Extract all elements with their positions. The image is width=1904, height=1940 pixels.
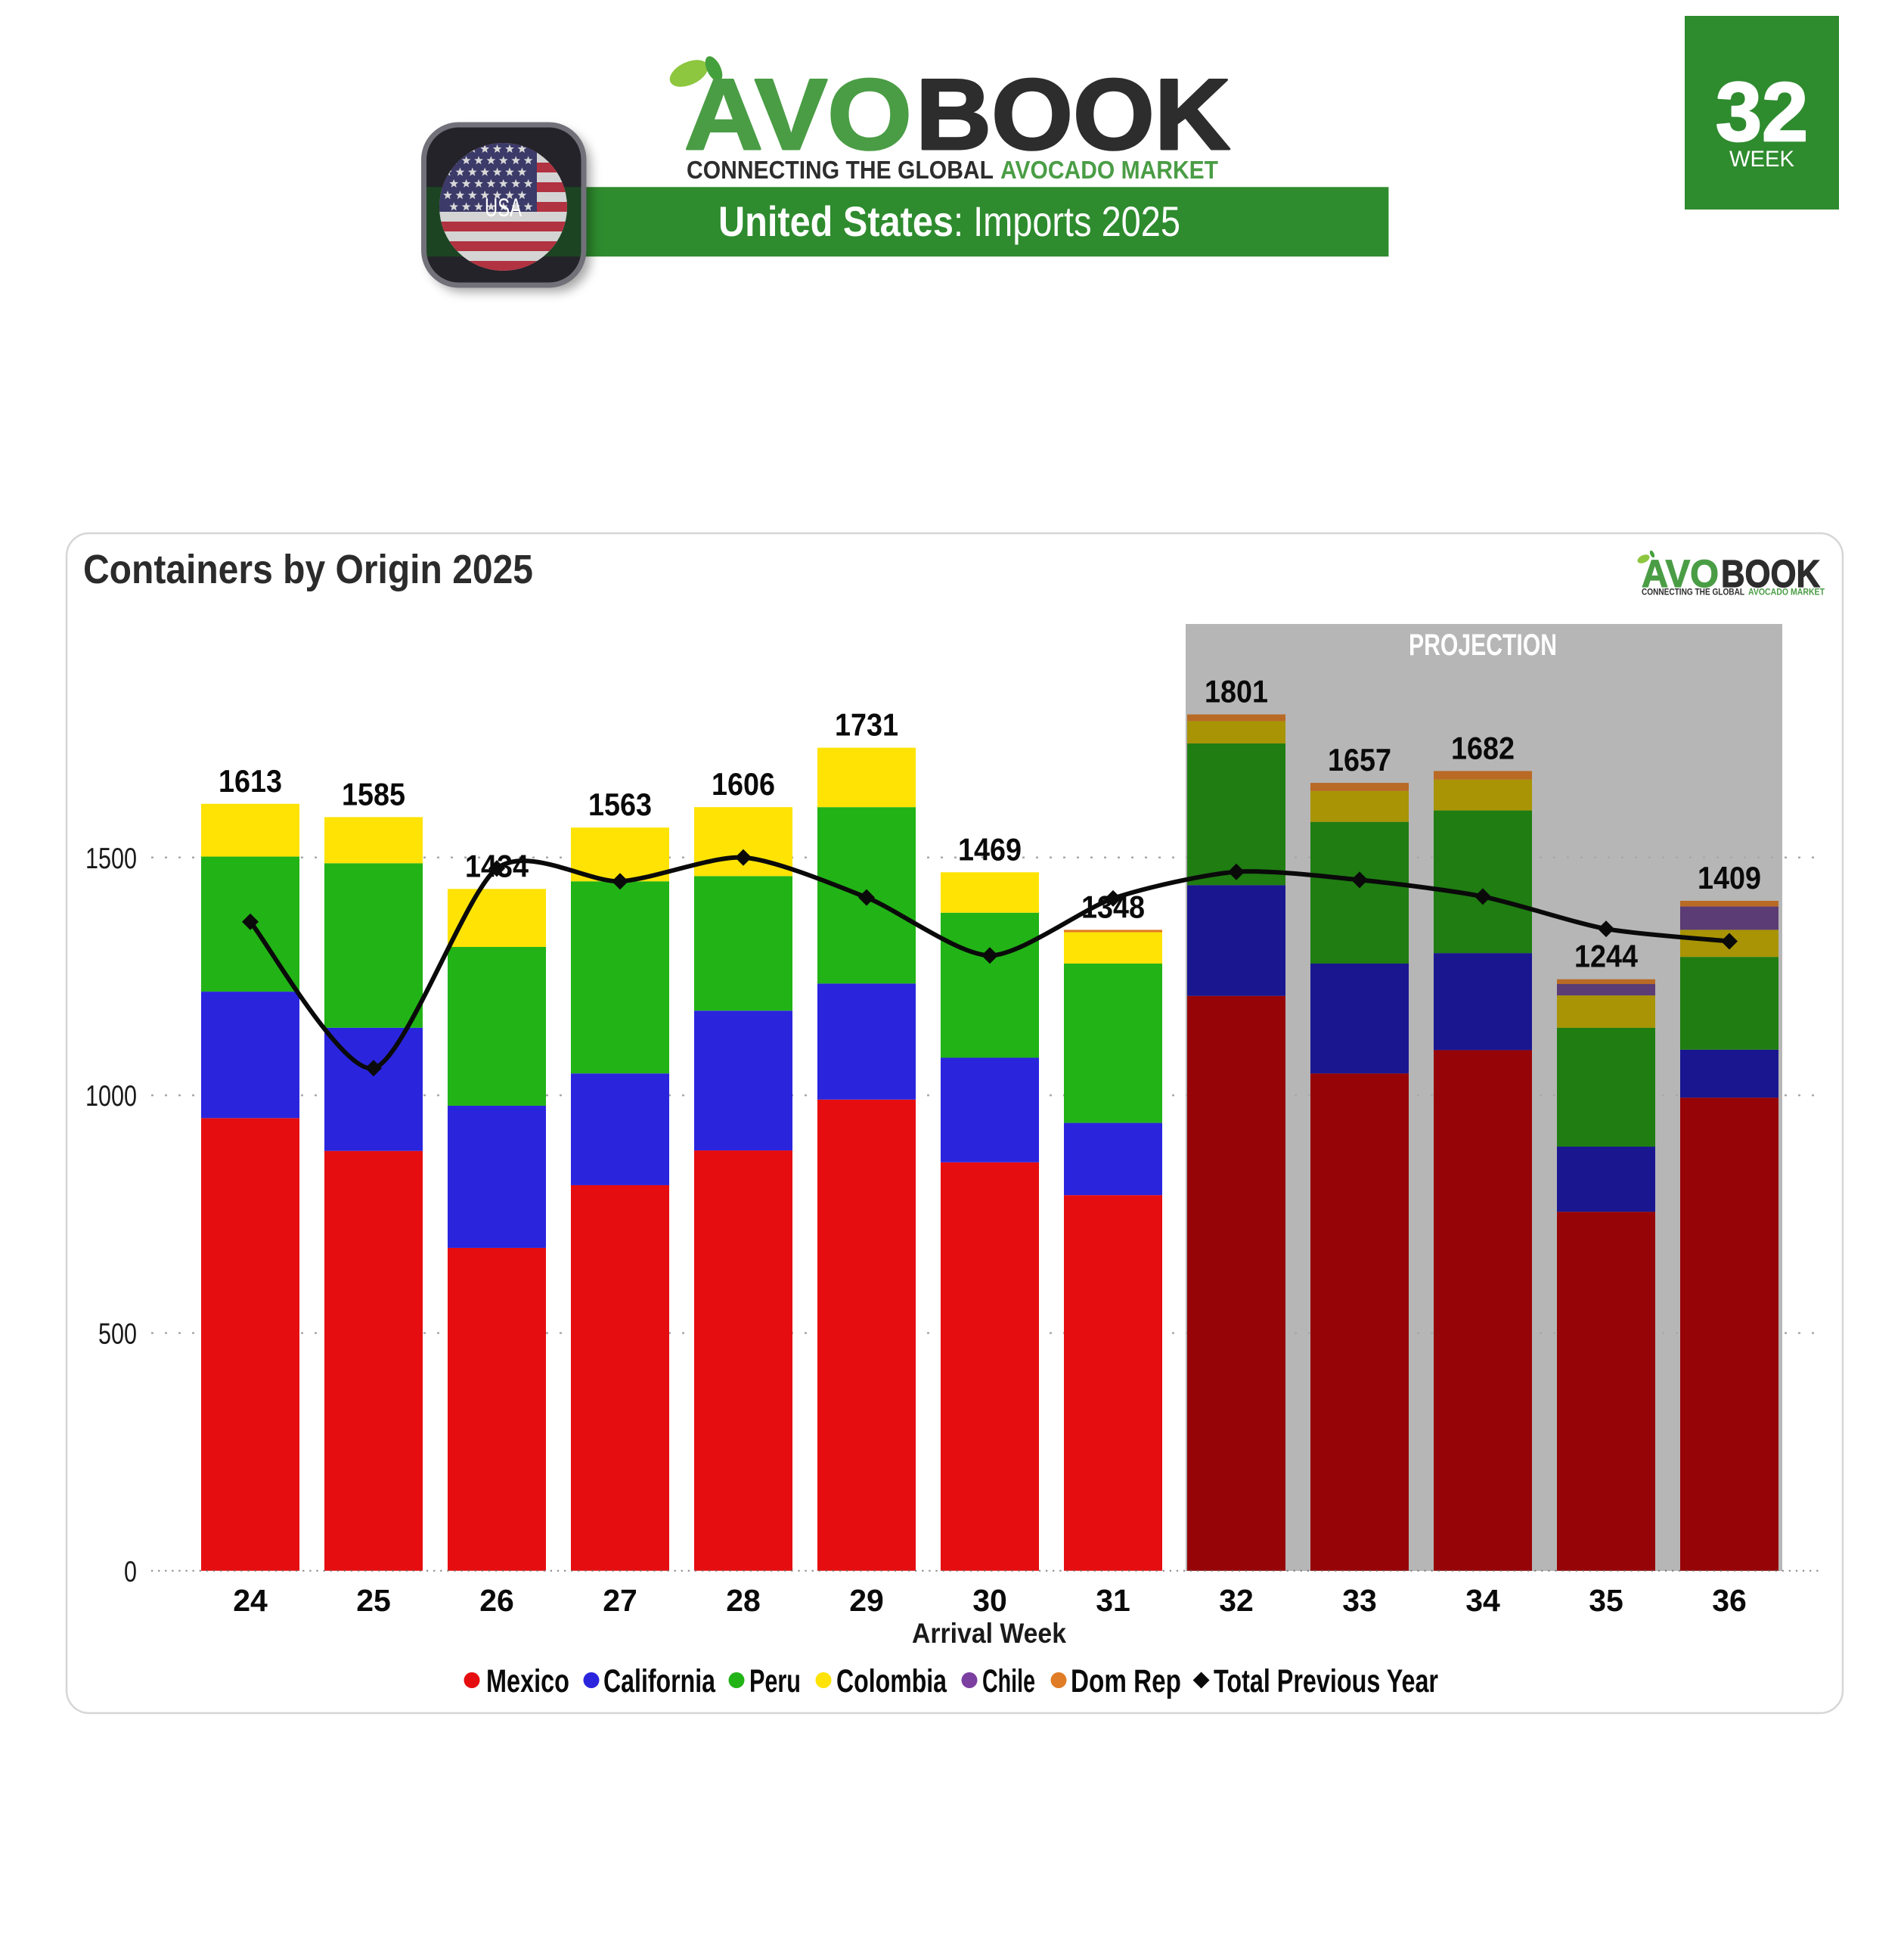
svg-text:32: 32	[1219, 1583, 1254, 1618]
svg-text:PROJECTION: PROJECTION	[1409, 629, 1557, 662]
svg-text:1000: 1000	[85, 1080, 137, 1113]
svg-text:0: 0	[124, 1556, 137, 1588]
svg-text:26: 26	[479, 1583, 514, 1618]
svg-text:AVO: AVO	[1642, 552, 1719, 595]
svg-text:36: 36	[1712, 1583, 1747, 1618]
svg-text:27: 27	[603, 1583, 637, 1618]
svg-text:32: 32	[1716, 66, 1808, 159]
svg-text:AVOCADO MARKET: AVOCADO MARKET	[1000, 156, 1218, 184]
svg-text:Mexico: Mexico	[486, 1663, 569, 1699]
svg-text:WEEK: WEEK	[1729, 147, 1794, 172]
svg-text:1657: 1657	[1328, 742, 1391, 778]
svg-text:31: 31	[1096, 1583, 1130, 1618]
svg-text:United States: United States	[718, 197, 954, 245]
svg-text:1500: 1500	[85, 843, 137, 875]
svg-text:USA: USA	[485, 194, 522, 222]
svg-text:1469: 1469	[958, 831, 1022, 867]
svg-text:29: 29	[849, 1583, 884, 1618]
svg-text:1613: 1613	[219, 763, 282, 799]
svg-text:CONNECTING THE GLOBAL: CONNECTING THE GLOBAL	[1642, 588, 1744, 598]
svg-text:34: 34	[1465, 1583, 1500, 1618]
svg-text:California: California	[603, 1663, 716, 1699]
svg-text:1682: 1682	[1451, 730, 1515, 765]
svg-text:AVOCADO MARKET: AVOCADO MARKET	[1748, 588, 1825, 598]
svg-text:BOOK: BOOK	[916, 59, 1230, 171]
svg-text:Containers by Origin 2025: Containers by Origin 2025	[83, 547, 533, 592]
svg-text:: Imports 2025: : Imports 2025	[954, 197, 1180, 245]
svg-text:500: 500	[98, 1318, 137, 1351]
svg-text:BOOK: BOOK	[1721, 552, 1820, 595]
svg-text:CONNECTING THE GLOBAL: CONNECTING THE GLOBAL	[687, 156, 994, 184]
svg-text:30: 30	[972, 1583, 1007, 1618]
svg-text:Chile: Chile	[982, 1663, 1035, 1699]
svg-text:1585: 1585	[342, 776, 405, 812]
svg-text:1731: 1731	[835, 707, 898, 743]
svg-text:Colombia: Colombia	[836, 1663, 947, 1699]
svg-text:1606: 1606	[712, 766, 775, 802]
svg-text:35: 35	[1589, 1583, 1623, 1618]
svg-text:Total Previous Year: Total Previous Year	[1214, 1663, 1438, 1699]
svg-text:33: 33	[1342, 1583, 1377, 1618]
svg-text:24: 24	[233, 1583, 268, 1618]
svg-text:28: 28	[726, 1583, 761, 1618]
svg-text:Peru: Peru	[749, 1663, 801, 1699]
svg-text:1563: 1563	[588, 787, 652, 822]
svg-text:1244: 1244	[1574, 939, 1639, 974]
svg-text:1801: 1801	[1205, 674, 1268, 709]
svg-text:Arrival Week: Arrival Week	[912, 1618, 1066, 1649]
svg-text:25: 25	[356, 1583, 391, 1618]
svg-text:Dom Rep: Dom Rep	[1071, 1663, 1181, 1699]
svg-text:1409: 1409	[1698, 860, 1761, 896]
svg-text:AVO: AVO	[684, 59, 912, 171]
